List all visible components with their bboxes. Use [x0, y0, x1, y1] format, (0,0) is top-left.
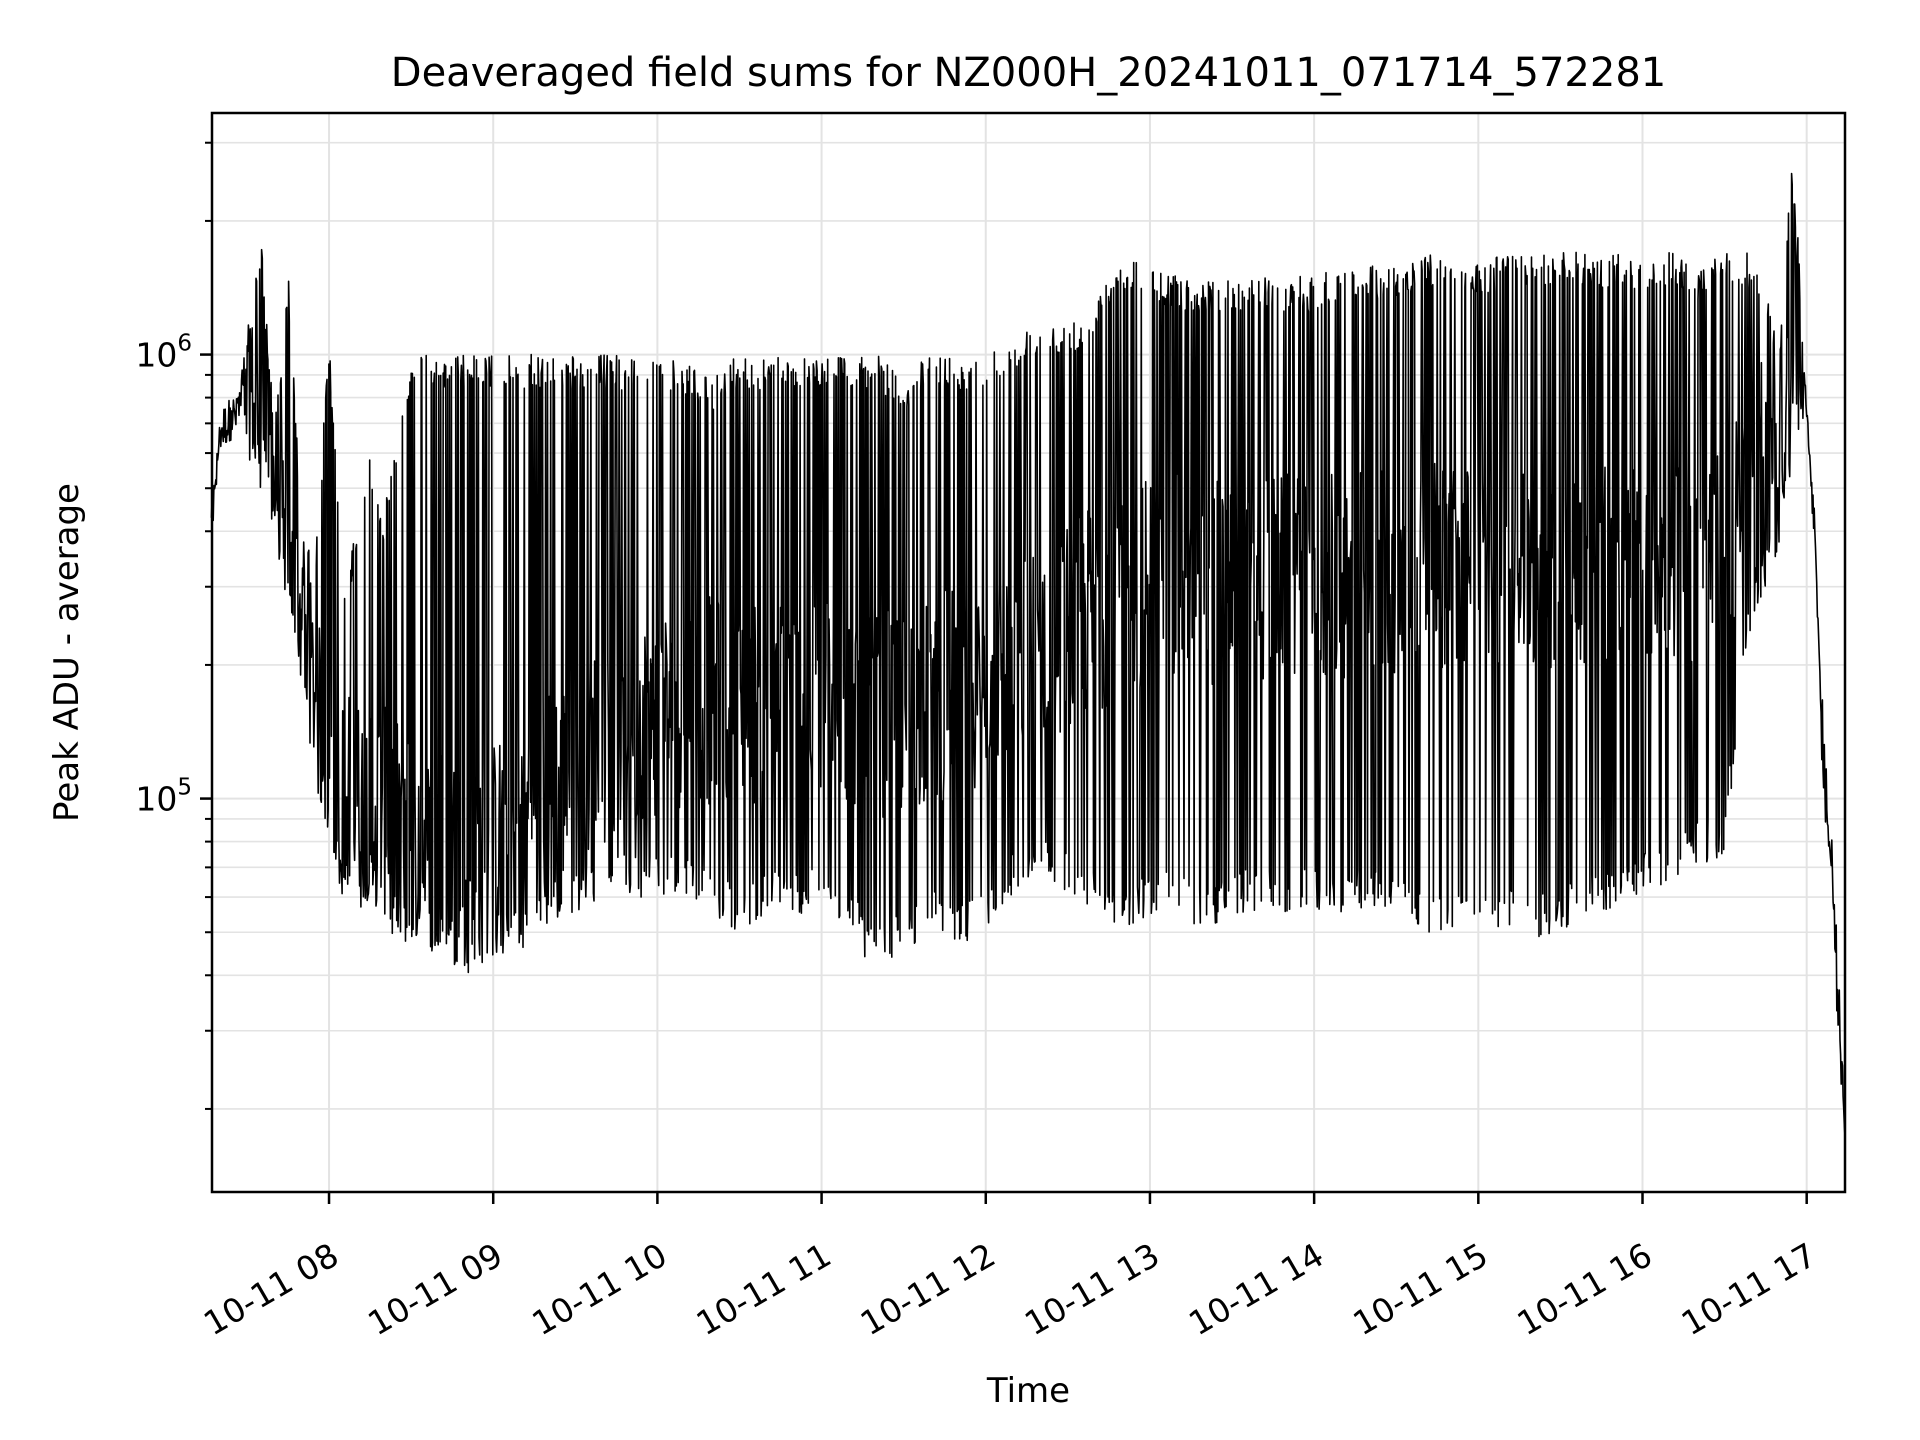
y-axis-label: Peak ADU - average: [47, 483, 87, 822]
x-axis-label: Time: [986, 1371, 1070, 1411]
y-tick-exponent: 6: [177, 331, 192, 357]
y-tick-base: 10: [135, 780, 177, 819]
y-tick-label: 106: [135, 331, 192, 375]
chart-title: Deaveraged field sums for NZ000H_2024101…: [391, 50, 1666, 96]
y-tick-exponent: 5: [177, 775, 192, 801]
axes-frame: [210, 111, 1847, 1194]
y-tick-label: 105: [135, 775, 192, 819]
series-line: [210, 172, 1846, 1137]
y-tick-base: 10: [135, 336, 177, 375]
plot-area: [210, 172, 1846, 1137]
